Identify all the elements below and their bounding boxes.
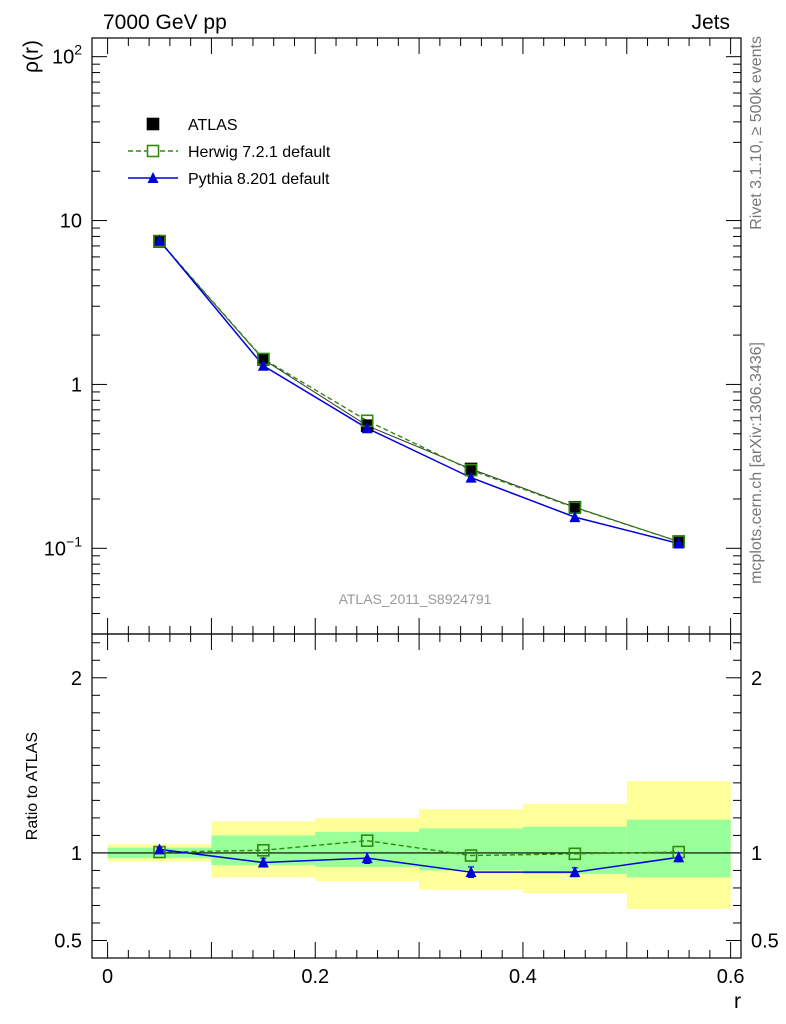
ratio-panel-series xyxy=(153,834,685,879)
legend-atlas-marker xyxy=(146,117,160,131)
legend-herwig-marker xyxy=(146,144,160,158)
ratio-panel-frame: 0 0.2 0.4 0.6 2 2 1 1 0.5 0.5 xyxy=(54,633,779,988)
x-tick-label: 0 xyxy=(102,966,113,988)
pythia-point xyxy=(257,359,269,371)
pythia-ratio-point xyxy=(361,852,373,864)
ratio-y-axis-label: Ratio to ATLAS xyxy=(24,732,41,840)
header-left: 7000 GeV pp xyxy=(103,11,227,34)
pythia-point xyxy=(465,471,477,483)
pythia-ratio-point xyxy=(465,866,477,878)
ratio-y-tick-label-left: 1 xyxy=(71,843,82,865)
pythia-ratio-point xyxy=(673,851,685,863)
pythia-ratio-line xyxy=(159,848,679,873)
ratio-uncertainty-bands xyxy=(107,781,731,909)
herwig-ratio-point xyxy=(257,843,270,857)
ratio-y-tick-label-right: 0.5 xyxy=(751,930,779,952)
analysis-watermark: ATLAS_2011_S8924791 xyxy=(339,591,492,607)
pythia-ratio-point xyxy=(569,866,581,878)
pythia-line xyxy=(158,240,679,545)
ratio-green-band-5 xyxy=(626,819,731,878)
x-tick-label: 0.4 xyxy=(509,966,537,988)
mcplots-label: mcplots.cern.ch [arXiv:1306.3436] xyxy=(748,342,765,584)
ratio-y-tick-label-left: 2 xyxy=(71,668,82,690)
main-y-tick-label: 102 xyxy=(52,42,82,69)
pythia-point xyxy=(569,511,581,523)
pythia-ratio-point xyxy=(153,843,165,855)
legend-label: Pythia 8.201 default xyxy=(188,171,330,188)
pythia-point xyxy=(361,422,373,434)
main-panel-series xyxy=(153,234,685,549)
herwig-ratio-line xyxy=(159,839,679,857)
legend-pythia-marker xyxy=(147,172,159,183)
legend-label: Herwig 7.2.1 default xyxy=(188,144,331,161)
herwig-ratio-point xyxy=(568,847,582,861)
rivet-label: Rivet 3.1.10, ≥ 500k events xyxy=(748,36,765,230)
ratio-y-tick-label-right: 1 xyxy=(751,843,762,865)
pythia-ratio-point xyxy=(257,856,269,868)
main-y-tick-label: 1 xyxy=(71,374,82,396)
legend-label: ATLAS xyxy=(188,117,238,134)
x-axis-label: r xyxy=(734,990,741,1013)
legend: ATLAS Herwig 7.2.1 default Pythia 8.201 de… xyxy=(128,117,331,188)
header-right: Jets xyxy=(691,11,730,34)
ratio-y-tick-label-left: 0.5 xyxy=(54,930,82,952)
atlas-line xyxy=(159,241,679,543)
ratio-y-tick-label-right: 2 xyxy=(751,668,762,690)
ratio-green-band-4 xyxy=(522,826,627,874)
main-y-tick-label: 10−1 xyxy=(44,533,82,560)
herwig-ratio-point xyxy=(360,834,374,847)
main-y-axis-label: ρ(r) xyxy=(20,40,43,73)
pythia-point xyxy=(153,234,165,246)
ratio-plot-area xyxy=(91,633,742,959)
herwig-line xyxy=(158,240,679,543)
x-tick-label: 0.6 xyxy=(717,966,745,988)
x-tick-label: 0.2 xyxy=(301,966,329,988)
herwig-ratio-point xyxy=(464,849,478,862)
main-y-tick-label: 10 xyxy=(60,211,82,233)
pythia-point xyxy=(673,537,685,549)
atlas-point xyxy=(568,500,582,514)
